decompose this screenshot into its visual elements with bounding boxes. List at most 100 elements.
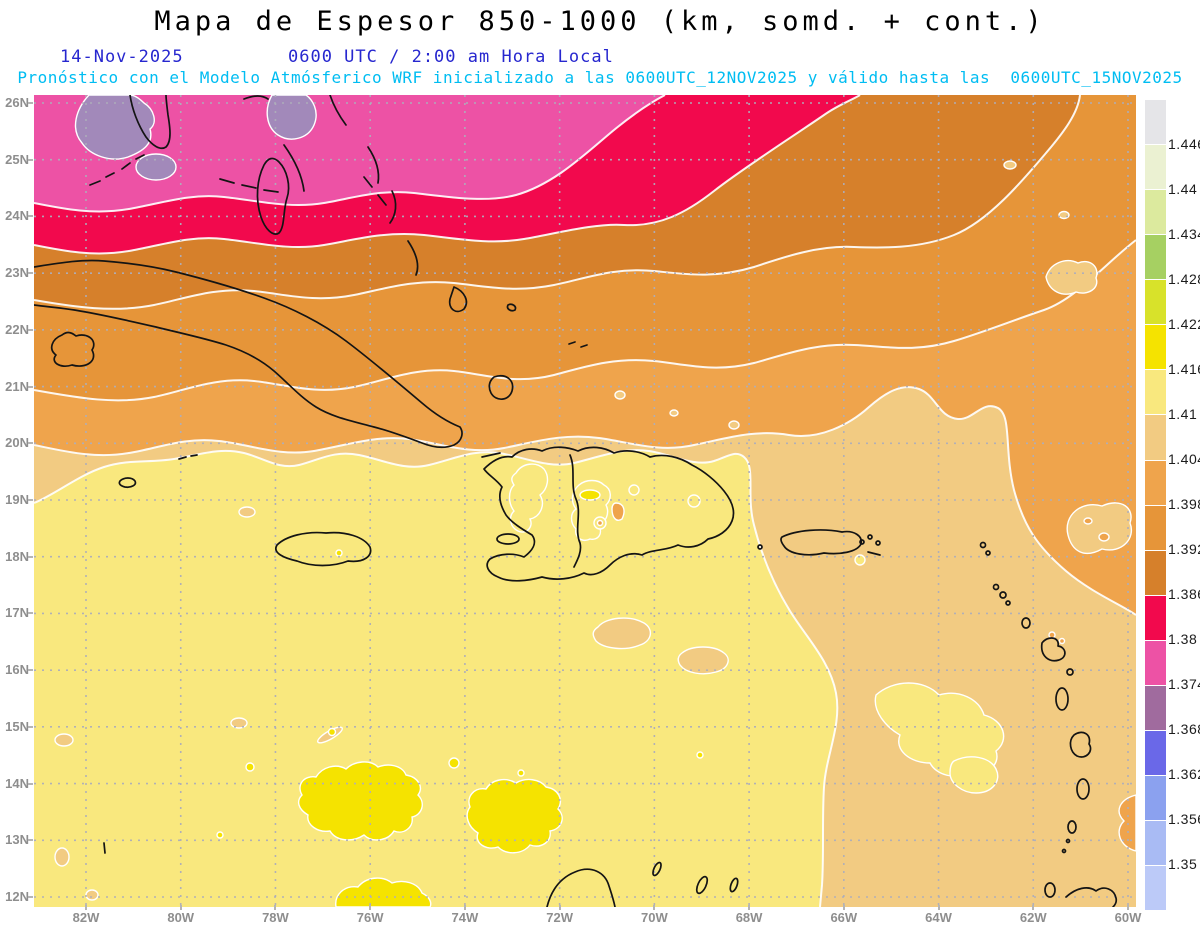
lat-tick-label: 17N (5, 605, 29, 621)
bahamas-abaco (243, 95, 347, 126)
lat-tick-label: 26N (5, 95, 29, 110)
colorbar-segment (1145, 821, 1166, 867)
bahamas-exuma (363, 176, 387, 206)
colorbar-label: 1.404 (1168, 451, 1200, 467)
lon-tick-label: 60W (1114, 910, 1142, 925)
band-1374-1380 (34, 95, 665, 212)
page-title: Mapa de Espesor 850-1000 (km, somd. + co… (154, 6, 1046, 37)
dr-orange-dot (596, 519, 604, 527)
gonave-island (496, 533, 520, 545)
barbuda (992, 583, 1000, 591)
bahamas-cat (389, 190, 397, 224)
tan-patch (614, 390, 626, 400)
virgin-islands (875, 540, 881, 546)
vieques-island (867, 551, 881, 556)
lat-tick (28, 498, 33, 501)
yellow-speck (696, 751, 704, 759)
colorbar-segment (1145, 550, 1166, 596)
colorbar-label: 1.374 (1168, 676, 1200, 692)
south-america-coastline (546, 868, 616, 907)
yellow-speck (245, 762, 255, 772)
colorbar-label: 1.428 (1168, 271, 1200, 287)
tan-patch (669, 409, 679, 417)
colorbar-segment (1145, 415, 1166, 461)
colorbar-label: 1.356 (1168, 811, 1200, 827)
purple-patch (135, 153, 177, 181)
forecast-description: Pronóstico con el Modelo Atmósferico WRF… (17, 68, 1183, 87)
lat-tick-label: 14N (5, 775, 29, 791)
yellow-speck (335, 549, 343, 557)
pale-yellow-hole (628, 484, 640, 496)
pale-yellow-hole (949, 756, 999, 794)
south-america-coastline (1065, 887, 1118, 907)
dominica (1055, 687, 1069, 711)
colorbar-label: 1.35 (1168, 856, 1198, 872)
lat-tick (28, 895, 33, 898)
pale-yellow-hole (508, 463, 549, 533)
purple-patch (266, 95, 317, 140)
turks-caicos (568, 341, 588, 348)
colorbar-label: 1.392 (1168, 541, 1200, 557)
orange-speck (1098, 532, 1110, 542)
tan-patch (592, 617, 651, 650)
lon-tick (937, 905, 940, 910)
lon-tick-label: 66W (830, 910, 858, 925)
colorbar-segment (1145, 235, 1166, 281)
dr-orange-speck (611, 502, 625, 521)
guadeloupe (1040, 637, 1066, 662)
lon-tick (1126, 905, 1129, 910)
isla-juventud (50, 331, 95, 367)
tan-patch (1045, 259, 1098, 295)
curacao (695, 875, 709, 895)
lon-tick (85, 905, 87, 910)
tan-patch (238, 506, 256, 518)
orange-speck (1058, 637, 1066, 645)
virgin-islands (859, 539, 865, 545)
lon-tick (842, 905, 845, 910)
bahamas-eleuthera (367, 146, 380, 184)
montserrat (1021, 617, 1031, 629)
colorbar-segment (1145, 505, 1166, 551)
colorbar-segment (1145, 100, 1166, 146)
great-inagua (488, 375, 514, 400)
tan-patch (677, 646, 729, 675)
lon-tick-label: 74W (451, 910, 479, 925)
lon-tick (748, 905, 751, 910)
lat-tick-label: 21N (5, 378, 29, 394)
st-barth (985, 550, 991, 556)
lon-tick-label: 70W (640, 910, 668, 925)
bahamas-crooked (448, 286, 468, 313)
lon-tick (653, 905, 656, 910)
bahamas-long-island (407, 240, 419, 276)
pale-yellow-hole (687, 494, 701, 508)
lon-tick-label: 76W (356, 910, 384, 925)
lat-tick-label: 23N (5, 265, 29, 281)
yellow-speck (517, 769, 525, 777)
lat-tick-label: 25N (5, 151, 29, 167)
lat-tick (28, 555, 33, 558)
colorbar-label: 1.446 (1168, 136, 1200, 152)
colorbar-label: 1.362 (1168, 766, 1200, 782)
yellow-patch (466, 778, 563, 854)
lon-tick (369, 905, 372, 910)
contour-mark (103, 842, 106, 854)
marie-galante (1066, 668, 1074, 676)
colorbar-segment (1145, 145, 1166, 191)
colorbar-labels: 1.446 1.44 1.434 1.428 1.422 1.416 1.41 1.404 1.… (1168, 99, 1200, 909)
lat-tick-label: 19N (5, 491, 29, 507)
tan-patch (54, 847, 70, 867)
dr-yellow-spot (579, 489, 601, 501)
lat-tick-label: 24N (5, 208, 29, 224)
orange-speck (1083, 517, 1093, 525)
lon-tick-label: 80W (167, 910, 195, 925)
lon-tick (179, 905, 182, 910)
orange-speck (1048, 631, 1056, 639)
grenadines (1065, 838, 1071, 844)
coastlines (34, 95, 1118, 907)
aruba (652, 861, 662, 877)
lat-tick-label: 20N (5, 435, 29, 451)
lon-tick-label: 72W (546, 910, 573, 925)
lat-tick-label: 12N (5, 888, 29, 904)
tan-patch (230, 717, 248, 729)
